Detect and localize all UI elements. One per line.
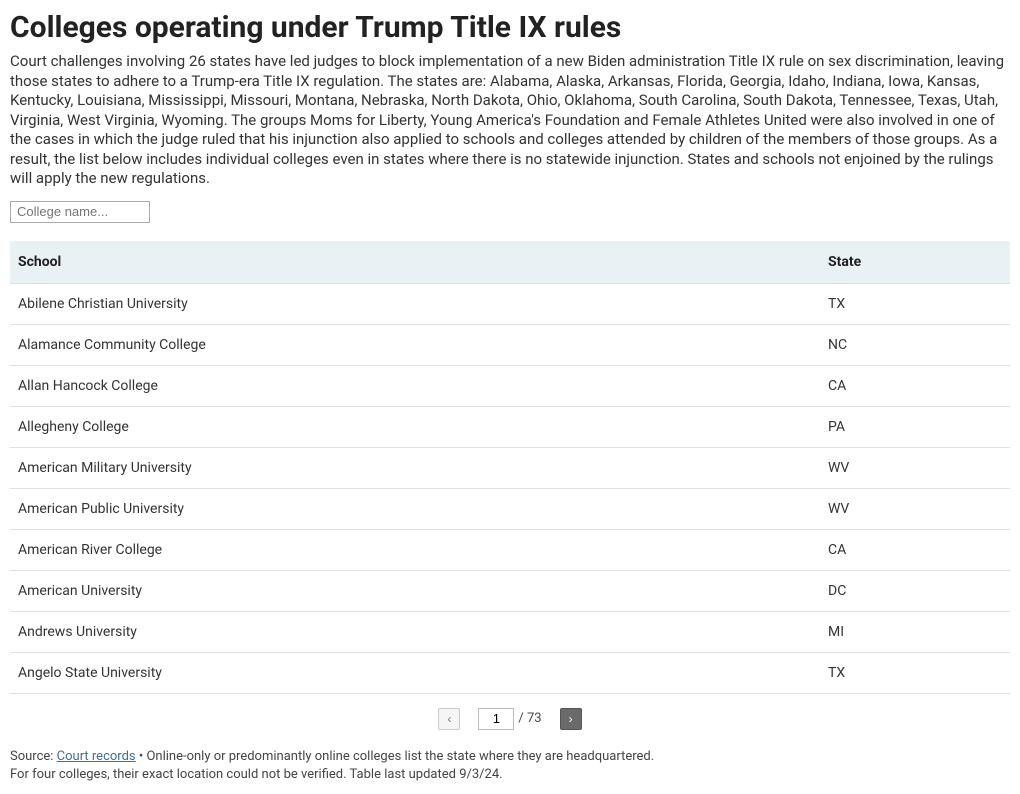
source-link[interactable]: Court records: [57, 749, 136, 764]
cell-school: American University: [10, 570, 820, 611]
prev-page-button[interactable]: ‹: [438, 708, 460, 730]
footer-line-1: Source: Court records • Online-only or p…: [10, 748, 1010, 766]
table-row: American Military University WV: [10, 447, 1010, 488]
intro-paragraph: Court challenges involving 26 states hav…: [10, 52, 1010, 189]
cell-state: WV: [820, 488, 1010, 529]
table-header-row: School State: [10, 241, 1010, 284]
page-indicator: / 73: [478, 708, 541, 730]
cell-school: Alamance Community College: [10, 324, 820, 365]
source-suffix: • Online-only or predominantly online co…: [136, 749, 655, 764]
table-row: Alamance Community College NC: [10, 324, 1010, 365]
cell-state: DC: [820, 570, 1010, 611]
table-row: Allan Hancock College CA: [10, 365, 1010, 406]
next-page-button[interactable]: ›: [560, 708, 582, 730]
cell-state: TX: [820, 652, 1010, 693]
page-number-input[interactable]: [478, 708, 514, 730]
column-header-state[interactable]: State: [820, 241, 1010, 284]
table-row: Angelo State University TX: [10, 652, 1010, 693]
cell-state: MI: [820, 611, 1010, 652]
cell-state: NC: [820, 324, 1010, 365]
table-row: Allegheny College PA: [10, 406, 1010, 447]
cell-school: American Public University: [10, 488, 820, 529]
page-title: Colleges operating under Trump Title IX …: [10, 10, 1010, 46]
cell-school: Allegheny College: [10, 406, 820, 447]
cell-school: American Military University: [10, 447, 820, 488]
cell-school: American River College: [10, 529, 820, 570]
colleges-table: School State Abilene Christian Universit…: [10, 241, 1010, 694]
table-row: American Public University WV: [10, 488, 1010, 529]
table-row: American University DC: [10, 570, 1010, 611]
cell-state: CA: [820, 365, 1010, 406]
cell-school: Angelo State University: [10, 652, 820, 693]
table-row: Abilene Christian University TX: [10, 283, 1010, 324]
cell-school: Allan Hancock College: [10, 365, 820, 406]
page-total-label: / 73: [518, 711, 541, 726]
source-label: Source:: [10, 749, 57, 764]
table-row: Andrews University MI: [10, 611, 1010, 652]
footer-line-2: For four colleges, their exact location …: [10, 766, 1010, 784]
column-header-school[interactable]: School: [10, 241, 820, 284]
pagination: ‹ / 73 ›: [10, 708, 1010, 730]
search-input[interactable]: [10, 201, 150, 223]
cell-state: TX: [820, 283, 1010, 324]
cell-state: PA: [820, 406, 1010, 447]
cell-state: WV: [820, 447, 1010, 488]
cell-state: CA: [820, 529, 1010, 570]
cell-school: Andrews University: [10, 611, 820, 652]
cell-school: Abilene Christian University: [10, 283, 820, 324]
table-row: American River College CA: [10, 529, 1010, 570]
footer: Source: Court records • Online-only or p…: [10, 748, 1010, 784]
